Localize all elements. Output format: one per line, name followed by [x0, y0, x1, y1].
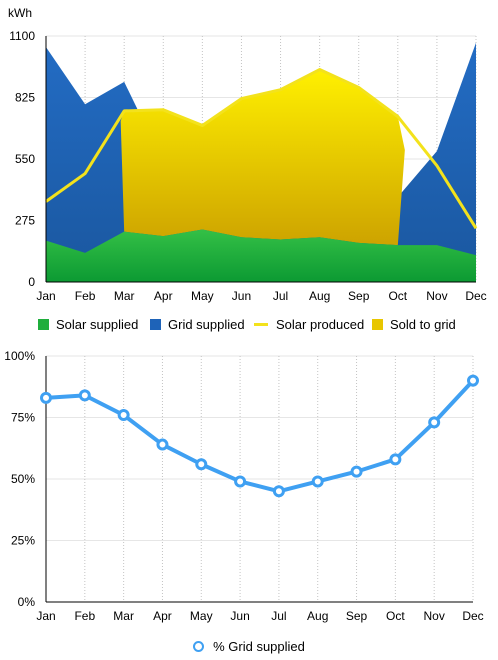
y-tick-label-1100: 1100: [9, 29, 35, 43]
point-grid-percent-aug: [311, 475, 324, 488]
point-grid-percent-sep: [350, 465, 363, 478]
point-grid-percent-jan: [40, 391, 52, 404]
legend-item-solar-produced[interactable]: Solar produced: [254, 311, 364, 337]
x-tick-label-aug: Aug: [309, 289, 330, 303]
grid-percent-legend: % Grid supplied: [0, 636, 498, 656]
point-grid-percent-jul: [272, 485, 285, 498]
x-tick-label-oct: Oct: [388, 289, 407, 303]
point-grid-percent-may: [195, 458, 208, 471]
y-tick-label-0: 0: [28, 275, 35, 289]
point-grid-percent-nov: [428, 416, 441, 429]
x-tick-label-sep: Sep: [348, 289, 370, 303]
y-tick-label-550: 550: [15, 152, 35, 166]
line-grid-percent: [45, 379, 475, 494]
x-tick-label-nov: Nov: [424, 609, 445, 623]
x-tick-label-mar: Mar: [114, 289, 135, 303]
x-tick-label-feb: Feb: [75, 289, 96, 303]
legend-swatch-sold-to-grid: [372, 318, 383, 330]
x-tick-label-may: May: [190, 609, 213, 623]
area-sold-to-grid: [120, 69, 405, 246]
legend-item-sold-to-grid[interactable]: Sold to grid: [372, 311, 456, 337]
x-tick-label-sep: Sep: [346, 609, 368, 623]
y-tick-label-100: 100%: [4, 349, 35, 363]
legend-swatch-solar-supplied: [38, 318, 49, 330]
x-tick-label-apr: Apr: [154, 289, 173, 303]
y-tick-label-25: 25%: [11, 534, 35, 548]
x-tick-label-jul: Jul: [273, 289, 288, 303]
y-tick-label-825: 825: [15, 91, 35, 105]
x-tick-label-nov: Nov: [426, 289, 447, 303]
x-tick-label-jul: Jul: [271, 609, 286, 623]
legend-swatch-grid-supplied: [150, 318, 161, 330]
line-solar-produced: [45, 68, 478, 230]
y-tick-label-275: 275: [15, 214, 35, 228]
point-grid-percent-jun: [234, 475, 247, 488]
energy-legend: Solar supplied Grid supplied Solar produ…: [0, 311, 498, 337]
legend-label-solar-supplied: Solar supplied: [56, 316, 139, 332]
x-tick-label-dec: Dec: [462, 609, 483, 623]
x-tick-label-oct: Oct: [386, 609, 405, 623]
y-tick-label-75: 75%: [11, 411, 35, 425]
y-tick-label-0: 0%: [18, 595, 36, 609]
legend-label-solar-produced: Solar produced: [276, 316, 365, 332]
x-tick-label-aug: Aug: [307, 609, 328, 623]
x-tick-label-jun: Jun: [232, 289, 251, 303]
x-tick-label-may: May: [191, 289, 214, 303]
legend-label-grid-supplied: Grid supplied: [168, 316, 245, 332]
legend-label-grid-percent: % Grid supplied: [213, 638, 305, 654]
x-tick-label-dec: Dec: [465, 289, 486, 303]
point-grid-percent-mar: [117, 409, 130, 422]
point-grid-percent-feb: [78, 389, 91, 402]
grid-percent-line-chart: 0% 25% 50% 75% 100% Jan Feb Mar Apr May Jun Jul Aug S…: [4, 349, 483, 623]
y-axis-unit-label: kWh: [8, 6, 32, 20]
x-tick-label-feb: Feb: [74, 609, 95, 623]
point-grid-percent-dec: [467, 374, 479, 387]
x-tick-label-apr: Apr: [153, 609, 172, 623]
x-tick-label-jan: Jan: [36, 289, 55, 303]
legend-item-solar-supplied[interactable]: Solar supplied: [38, 311, 138, 337]
area-solar-supplied: [46, 229, 476, 282]
x-tick-label-mar: Mar: [113, 609, 134, 623]
legend-marker-grid-percent: [193, 640, 205, 652]
x-tick-label-jun: Jun: [230, 609, 249, 623]
point-grid-percent-apr: [156, 438, 169, 451]
x-tick-label-jan: Jan: [36, 609, 55, 623]
legend-label-sold-to-grid: Sold to grid: [390, 316, 456, 332]
legend-swatch-solar-produced: [254, 322, 268, 326]
legend-item-grid-supplied[interactable]: Grid supplied: [150, 311, 245, 337]
y-tick-label-50: 50%: [11, 472, 35, 486]
point-grid-percent-oct: [389, 453, 402, 466]
energy-area-chart: kWh 0 275 550 825 1100 Jan Feb Mar Apr May Jun Jul Au…: [8, 6, 487, 303]
